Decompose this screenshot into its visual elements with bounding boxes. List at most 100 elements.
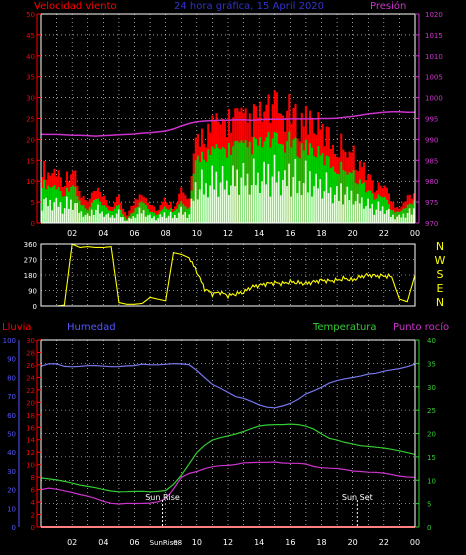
rain-tick-label: 4 [31, 499, 36, 507]
wind-avg-bar [161, 209, 164, 223]
wind-base-bar [72, 209, 74, 223]
humidity-tick-label: 30 [7, 468, 16, 476]
wind-base-bar [92, 214, 95, 223]
wind-avg-bar [88, 207, 91, 223]
wind-avg-bar [217, 148, 220, 223]
sunrise-annotation: Sun Rise [145, 493, 180, 502]
wind-avg-bar [338, 174, 341, 223]
wind-base-bar [379, 210, 382, 223]
wind-base-bar [294, 159, 297, 223]
y-tick-label: 20 [26, 136, 35, 144]
wind-base-bar [306, 192, 309, 223]
wind-base-bar [173, 214, 176, 223]
wind-base-bar [344, 194, 347, 223]
temperature-series [40, 423, 416, 493]
wind-avg-bar [379, 196, 382, 223]
y-tick-label: 10 [26, 178, 35, 186]
wind-base-bar [273, 154, 276, 223]
wind-base-bar [261, 181, 263, 223]
wind-base-bar [194, 182, 197, 223]
humidity-tick-label: 20 [7, 487, 16, 495]
rain-tick-label: 8 [31, 474, 35, 482]
wind-base-bar [109, 217, 112, 223]
wind-base-bar [63, 208, 66, 223]
wind-base-bar [130, 218, 133, 223]
wind-base-bar [103, 216, 105, 223]
wind-avg-bar [196, 155, 199, 223]
wind-avg-bar [213, 148, 216, 223]
rain-tick-label: 12 [26, 449, 35, 457]
wind-base-bar [99, 213, 101, 223]
wind-avg-bar [342, 169, 345, 223]
wind-base-bar [70, 199, 72, 223]
compass-letter: S [437, 268, 444, 281]
wind-base-bar [257, 172, 259, 223]
wind-avg-bar [68, 191, 71, 223]
sun-annotations: Sun Rise Sun Set [145, 493, 373, 527]
wind-avg-bar [265, 137, 268, 223]
wind-base-bar [371, 203, 374, 223]
y2-tick-label: 975 [425, 199, 438, 207]
temp-tick-label: 15 [427, 454, 436, 462]
wind-avg-bar [352, 170, 355, 223]
wind-base-bar [354, 201, 357, 223]
wind-base-bar [122, 217, 124, 223]
y2-tick-label: 1020 [425, 11, 443, 19]
wind-base-bar [336, 186, 338, 223]
wind-avg-bar [124, 216, 127, 223]
wind-base-bar [369, 208, 371, 223]
wind-base-bar [300, 195, 303, 223]
wind-base-bar [398, 214, 401, 223]
wind-base-bar [282, 179, 284, 223]
wind-base-bar [333, 194, 336, 223]
wind-base-bar [375, 209, 378, 223]
wind-base-bar [184, 212, 187, 223]
x-tick-label: 10 [192, 229, 202, 238]
wind-base-bar [155, 220, 157, 223]
wind-avg-bar [410, 204, 413, 223]
wind-base-bar [406, 212, 409, 223]
x-tick-label: 22 [379, 229, 389, 238]
wind-avg-bar [155, 214, 158, 223]
wind-base-bar [290, 196, 292, 223]
wind-base-bar [319, 179, 322, 223]
wind-base-bar [309, 171, 311, 223]
wind-base-bar [88, 215, 91, 223]
wind-base-bar [115, 213, 118, 223]
rain-tick-label: 20 [26, 399, 35, 407]
wind-base-bar [269, 196, 272, 223]
wind-base-bar [402, 213, 405, 223]
wind-base-bar [144, 216, 147, 223]
wind-base-bar [400, 217, 403, 223]
y-tick-label: 5 [31, 199, 35, 207]
wind-base-bar [352, 204, 355, 223]
wind-avg-bar [390, 209, 393, 223]
x-tick-label: 14 [254, 538, 264, 547]
wind-base-bar [132, 216, 135, 223]
wind-base-bar [263, 161, 265, 223]
wind-avg-bar [348, 172, 351, 223]
wind-base-bar [315, 173, 317, 223]
wind-avg-bar [57, 186, 60, 223]
wind-avg-bar [223, 148, 226, 223]
temp-tick-label: 20 [427, 431, 436, 439]
wind-base-bar [161, 216, 164, 223]
wind-avg-bar [269, 147, 272, 223]
wind-base-bar [219, 182, 222, 223]
wind-base-bar [90, 209, 93, 223]
wind-base-bar [313, 186, 315, 223]
wind-base-bar [149, 214, 151, 223]
wind-base-bar [192, 200, 195, 223]
wind-base-bar [317, 188, 320, 223]
wind-avg-bar [103, 205, 106, 223]
wind-base-bar [381, 206, 384, 223]
wind-base-bar [213, 189, 216, 223]
humidity-series [40, 363, 416, 409]
wind-avg-bar [311, 147, 314, 223]
y2-tick-label: 1000 [425, 95, 443, 103]
dir-tick-label: 360 [24, 241, 37, 249]
wind-base-bar [302, 183, 305, 223]
wind-base-bar [271, 176, 274, 223]
